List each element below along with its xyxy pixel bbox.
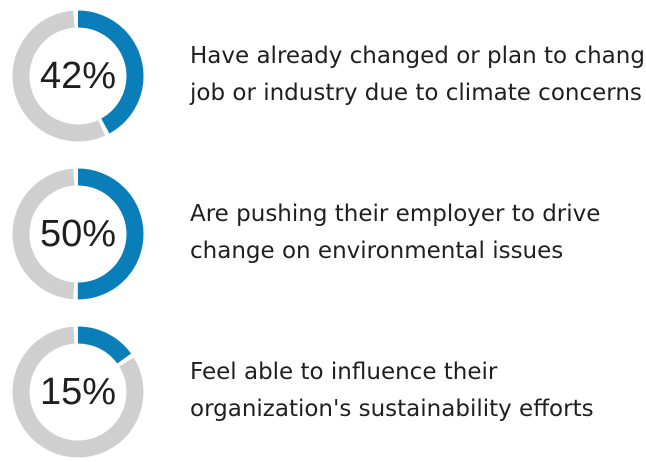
donut-value-label-3: 15% xyxy=(39,370,117,413)
donut-chart-1: 42% xyxy=(12,10,144,142)
donut-track-2 xyxy=(12,168,144,300)
stat-description-2-line-1: Are pushing their employer to drive xyxy=(190,201,601,227)
stat-description-3-line-2: organization's sustainability efforts xyxy=(190,396,594,422)
stat-description-1-line-1: Have already changed or plan to change xyxy=(190,43,646,69)
donut-arc-2 xyxy=(12,168,144,300)
stat-description-3-line-1: Feel able to influence their xyxy=(190,359,498,385)
stat-row-2: 50% Are pushing their employer to drive … xyxy=(0,164,646,304)
donut-svg-3 xyxy=(12,326,144,458)
stat-description-2: Are pushing their employer to drive chan… xyxy=(190,196,640,270)
stat-description-1-line-2: job or industry due to climate concerns xyxy=(190,80,642,106)
stat-row-3: 15% Feel able to influence their organiz… xyxy=(0,322,646,462)
stat-row-1: 42% Have already changed or plan to chan… xyxy=(0,6,646,146)
stat-description-1: Have already changed or plan to change j… xyxy=(190,38,646,112)
donut-svg-1 xyxy=(12,10,144,142)
donut-value-label-2: 50% xyxy=(39,212,117,255)
donut-chart-2: 50% xyxy=(12,168,144,300)
stat-description-3: Feel able to influence their organizatio… xyxy=(190,354,640,428)
donut-arc-3 xyxy=(12,326,144,458)
donut-chart-3: 15% xyxy=(12,326,144,458)
donut-arc-1 xyxy=(12,10,144,142)
donut-value-label-1: 42% xyxy=(39,54,117,97)
stat-description-2-line-2: change on environmental issues xyxy=(190,238,564,264)
donut-track-1 xyxy=(12,10,144,142)
donut-svg-2 xyxy=(12,168,144,300)
